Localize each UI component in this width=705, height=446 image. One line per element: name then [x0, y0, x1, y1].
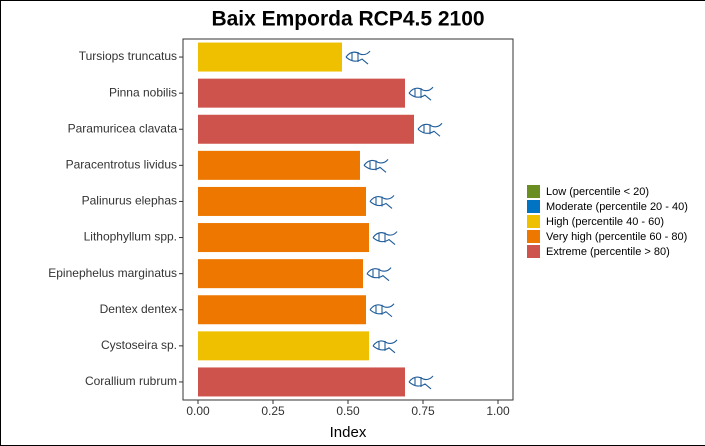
x-tick-label: 0.00 [186, 404, 210, 418]
legend-swatch [527, 230, 540, 243]
y-tick-label: Epinephelus marginatus [48, 266, 177, 280]
bar [198, 295, 366, 325]
y-tick-label: Cystoseira sp. [101, 338, 177, 352]
bar [198, 78, 405, 108]
legend-text: Very high (percentile 60 - 80) [546, 231, 687, 243]
y-tick-label: Palinurus elephas [82, 194, 177, 208]
legend-text: Moderate (percentile 20 - 40) [546, 201, 688, 213]
bar [198, 367, 405, 397]
x-tick-label: 0.50 [336, 404, 360, 418]
bar [198, 186, 366, 216]
species-icon [363, 158, 389, 173]
species-icon [369, 195, 395, 209]
y-tick-label: Paracentrotus lividus [66, 158, 177, 172]
legend-swatch [527, 185, 540, 198]
chart-title: Baix Emporda RCP4.5 2100 [211, 8, 484, 31]
bar [198, 42, 342, 72]
y-tick-label: Dentex dentex [100, 302, 177, 316]
y-tick-label: Paramuricea clavata [68, 121, 178, 135]
legend-text: Extreme (percentile > 80) [546, 246, 670, 258]
species-icon [372, 231, 398, 245]
bar [198, 223, 369, 253]
bar [198, 331, 369, 361]
y-tick-label: Tursiops truncatus [79, 49, 177, 63]
x-tick-label: 1.00 [486, 404, 510, 418]
species-icon [372, 339, 398, 354]
species-icon [345, 50, 371, 65]
x-axis-title: Index [330, 424, 367, 441]
bar [198, 114, 414, 144]
species-icon [369, 303, 395, 318]
y-tick-label: Lithophyllum spp. [84, 230, 177, 244]
legend-swatch [527, 215, 540, 228]
x-tick-label: 0.75 [411, 404, 435, 418]
species-icon [408, 375, 434, 390]
bar [198, 259, 363, 289]
species-icon [417, 122, 443, 137]
species-icon [366, 267, 392, 282]
bar [198, 150, 360, 180]
legend-swatch [527, 245, 540, 258]
legend-swatch [527, 200, 540, 213]
y-tick-label: Pinna nobilis [109, 85, 177, 99]
legend-text: High (percentile 40 - 60) [546, 216, 664, 228]
legend-text: Low (percentile < 20) [546, 186, 649, 198]
x-tick-label: 0.25 [261, 404, 285, 418]
species-icon [408, 86, 434, 101]
y-tick-label: Corallium rubrum [85, 374, 177, 388]
